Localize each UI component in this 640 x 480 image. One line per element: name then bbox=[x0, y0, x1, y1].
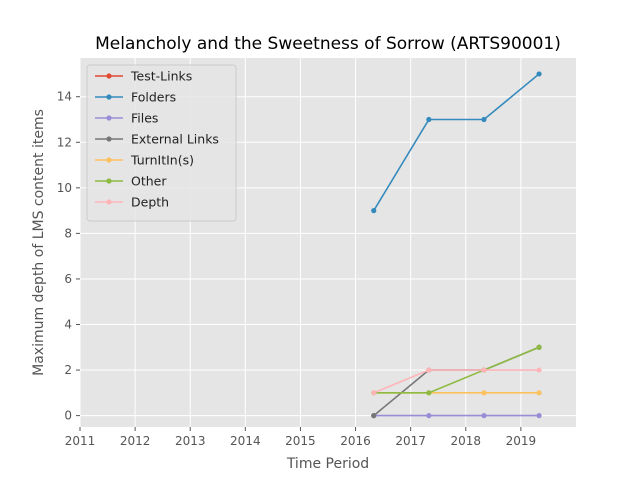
data-point-folders bbox=[481, 116, 487, 123]
legend-label-folders: Folders bbox=[131, 90, 176, 105]
x-tick-label: 2019 bbox=[506, 434, 537, 448]
x-tick-label: 2015 bbox=[285, 434, 316, 448]
data-point-files bbox=[426, 413, 432, 419]
legend: Test-Links Folders Files External Links Turn… bbox=[86, 64, 237, 222]
legend-marker-test-links bbox=[106, 73, 112, 79]
y-tick-label: 2 bbox=[64, 363, 72, 377]
series-lines bbox=[371, 71, 542, 419]
legend-marker-other bbox=[106, 178, 112, 184]
legend-label-other: Other bbox=[131, 174, 167, 189]
data-point-depth bbox=[536, 367, 542, 373]
y-tick-label: 4 bbox=[64, 318, 72, 332]
legend-marker-files bbox=[106, 115, 112, 121]
data-point-external-links bbox=[371, 413, 377, 419]
y-tick-label: 10 bbox=[57, 181, 72, 195]
series-line-depth bbox=[373, 369, 540, 394]
x-tick-label: 2014 bbox=[230, 434, 261, 448]
data-point-depth bbox=[426, 367, 432, 373]
legend-label-files: Files bbox=[131, 111, 158, 126]
series-depth bbox=[371, 367, 542, 396]
legend-marker-external-links bbox=[106, 136, 112, 142]
legend-label-depth: Depth bbox=[131, 195, 169, 210]
data-point-files bbox=[536, 413, 542, 419]
x-tick-label: 2012 bbox=[120, 434, 151, 448]
series-folders bbox=[371, 71, 542, 214]
x-axis-label: Time Period bbox=[286, 456, 369, 472]
x-tick-label: 2011 bbox=[65, 434, 96, 448]
y-tick-label: 8 bbox=[64, 226, 72, 240]
legend-marker-turnitin-s bbox=[106, 157, 112, 163]
y-axis-label: Maximum depth of LMS content items bbox=[31, 109, 47, 376]
data-point-depth bbox=[371, 390, 377, 396]
data-point-folders bbox=[426, 116, 432, 123]
legend-label-test-links: Test-Links bbox=[130, 69, 192, 84]
data-point-other bbox=[426, 390, 432, 396]
data-point-files bbox=[481, 413, 487, 419]
y-tick-label: 0 bbox=[64, 409, 72, 423]
chart-title: Melancholy and the Sweetness of Sorrow (… bbox=[95, 34, 561, 54]
data-point-turnitin-s bbox=[536, 390, 542, 396]
series-line-folders bbox=[373, 73, 540, 212]
y-tick-label: 6 bbox=[64, 272, 72, 286]
data-point-folders bbox=[371, 208, 377, 214]
legend-marker-depth bbox=[106, 199, 112, 205]
y-tick-label: 14 bbox=[57, 90, 72, 104]
legend-label-external-links: External Links bbox=[131, 132, 219, 147]
x-tick-label: 2016 bbox=[340, 434, 371, 448]
x-tick-label: 2018 bbox=[451, 434, 482, 448]
legend-box bbox=[86, 64, 237, 222]
axis-ticks: 2011 2012 2013 2014 2015 2016 2017 2018 2019 0 2 4 6… bbox=[57, 90, 536, 448]
data-point-turnitin-s bbox=[481, 390, 487, 396]
data-point-depth bbox=[481, 367, 487, 373]
x-tick-label: 2017 bbox=[395, 434, 426, 448]
legend-label-turnitin-s: TurnItIn(s) bbox=[130, 153, 194, 168]
series-line-other bbox=[373, 346, 540, 394]
y-tick-label: 12 bbox=[57, 135, 72, 149]
x-tick-label: 2013 bbox=[175, 434, 206, 448]
data-point-folders bbox=[536, 71, 542, 77]
legend-marker-folders bbox=[106, 94, 112, 100]
data-point-other bbox=[536, 344, 542, 350]
